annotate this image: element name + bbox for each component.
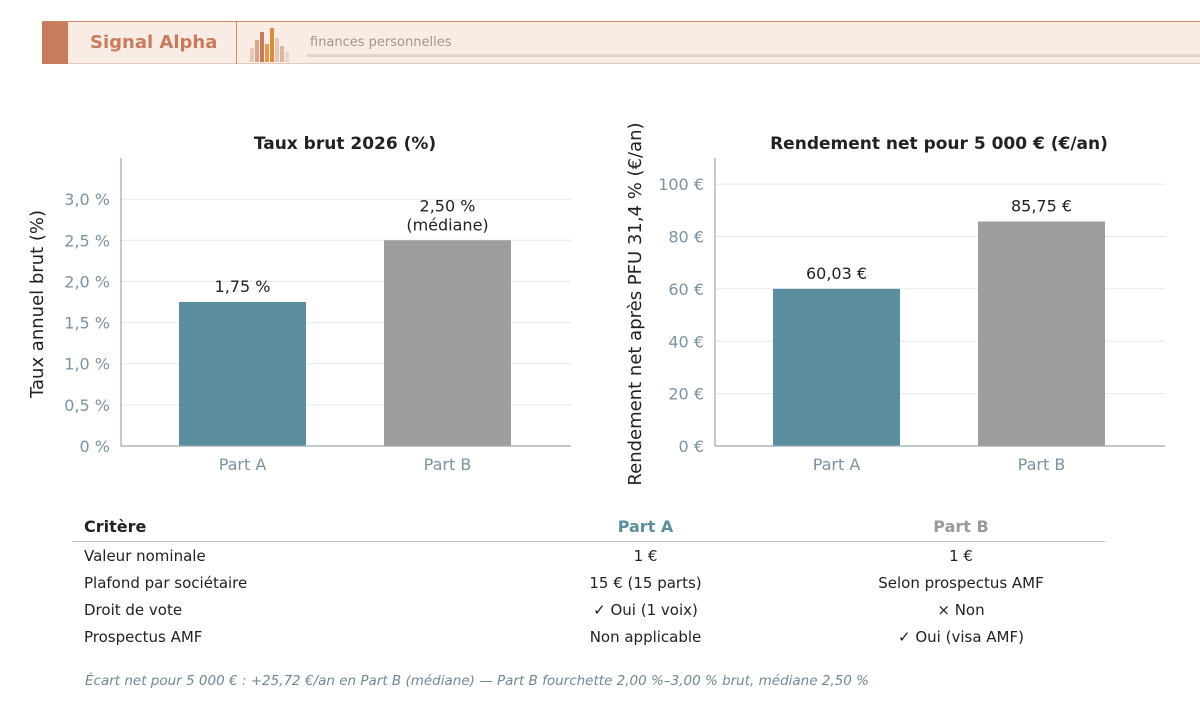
table-row: Valeur nominale 1 € 1 €	[72, 542, 1105, 570]
brand-swatch	[42, 22, 68, 64]
bar-part-b	[384, 240, 511, 446]
header-underline	[307, 54, 1200, 57]
y-tick-label: 1,5 %	[64, 314, 110, 333]
part-a-cell: Non applicable	[589, 627, 702, 646]
y-axis-label: Taux annuel brut (%)	[27, 210, 48, 399]
table-row: Prospectus AMF Non applicable ✓ Oui (visa …	[72, 623, 1105, 650]
footnote: Écart net pour 5 000 € : +25,72 €/an en …	[85, 673, 869, 689]
x-tick-label: Part B	[1018, 455, 1066, 474]
bar-value-label: 85,75 €	[1011, 196, 1072, 215]
y-tick-label: 60 €	[668, 280, 704, 299]
part-a-cell: ✓ Oui (1 voix)	[593, 600, 698, 619]
header-divider	[236, 22, 237, 64]
x-tick-label: Part A	[219, 455, 267, 474]
charts-area: 0 % 0,5 % 1,0 % 1,5 % 2,0 % 2,5 % 3,0 % 1,75 % P…	[27, 122, 1165, 486]
y-tick-label: 3,0 %	[64, 190, 110, 209]
col-header-part-a: Part A	[474, 511, 817, 542]
bar-value-label: 2,50 %	[420, 196, 476, 215]
y-tick-label: 40 €	[668, 332, 704, 351]
bar-value-label: 1,75 %	[215, 277, 271, 296]
y-tick-label: 1,0 %	[64, 355, 110, 374]
x-tick-label: Part B	[424, 455, 472, 474]
part-a-cell: 15 € (15 parts)	[589, 573, 702, 592]
table-row: Plafond par sociétaire 15 € (15 parts) Sel…	[72, 569, 1105, 596]
bar-part-a	[179, 302, 306, 446]
part-b-cell: × Non	[937, 600, 985, 619]
table-header-row: Critère Part A Part B	[72, 511, 1105, 542]
header-tagline: finances personnelles	[310, 35, 452, 50]
part-b-cell: ✓ Oui (visa AMF)	[898, 627, 1024, 646]
y-tick-label: 0,5 %	[64, 396, 110, 415]
col-header-criterion: Critère	[72, 511, 474, 542]
y-axis-label: Rendement net après PFU 31,4 % (€/an)	[625, 122, 646, 485]
y-tick-label: 2,5 %	[64, 231, 110, 250]
table-row: Droit de vote ✓ Oui (1 voix) × Non	[72, 596, 1105, 623]
criterion-cell: Prospectus AMF	[84, 627, 203, 646]
bar-value-label: 60,03 €	[806, 264, 867, 283]
y-tick-label: 0 %	[80, 437, 110, 456]
col-header-part-b: Part B	[817, 511, 1105, 542]
x-tick-label: Part A	[813, 455, 861, 474]
bar-part-b	[978, 221, 1105, 446]
bar-chart-logo-icon	[250, 28, 289, 62]
y-tick-label: 0 €	[679, 437, 704, 456]
part-b-cell: Selon prospectus AMF	[878, 573, 1044, 592]
y-tick-label: 20 €	[668, 385, 704, 404]
y-tick-label: 80 €	[668, 228, 704, 247]
criterion-cell: Plafond par sociétaire	[84, 573, 248, 592]
y-tick-label: 100 €	[658, 175, 704, 194]
y-tick-label: 2,0 %	[64, 272, 110, 291]
chart-title: Rendement net pour 5 000 € (€/an)	[770, 134, 1108, 154]
comparison-table: Critère Part A Part B Valeur nominale 1 €…	[72, 511, 1105, 650]
brand-name[interactable]: Signal Alpha	[90, 32, 218, 53]
bar-value-sublabel: (médiane)	[406, 215, 488, 234]
criterion-cell: Valeur nominale	[84, 546, 206, 565]
part-a-cell: 1 €	[633, 546, 658, 565]
criterion-cell: Droit de vote	[84, 600, 183, 619]
part-b-cell: 1 €	[949, 546, 973, 565]
bar-part-a	[773, 288, 900, 446]
chart-title: Taux brut 2026 (%)	[254, 134, 436, 154]
site-header: Signal Alpha finances personnelles	[42, 21, 1200, 64]
